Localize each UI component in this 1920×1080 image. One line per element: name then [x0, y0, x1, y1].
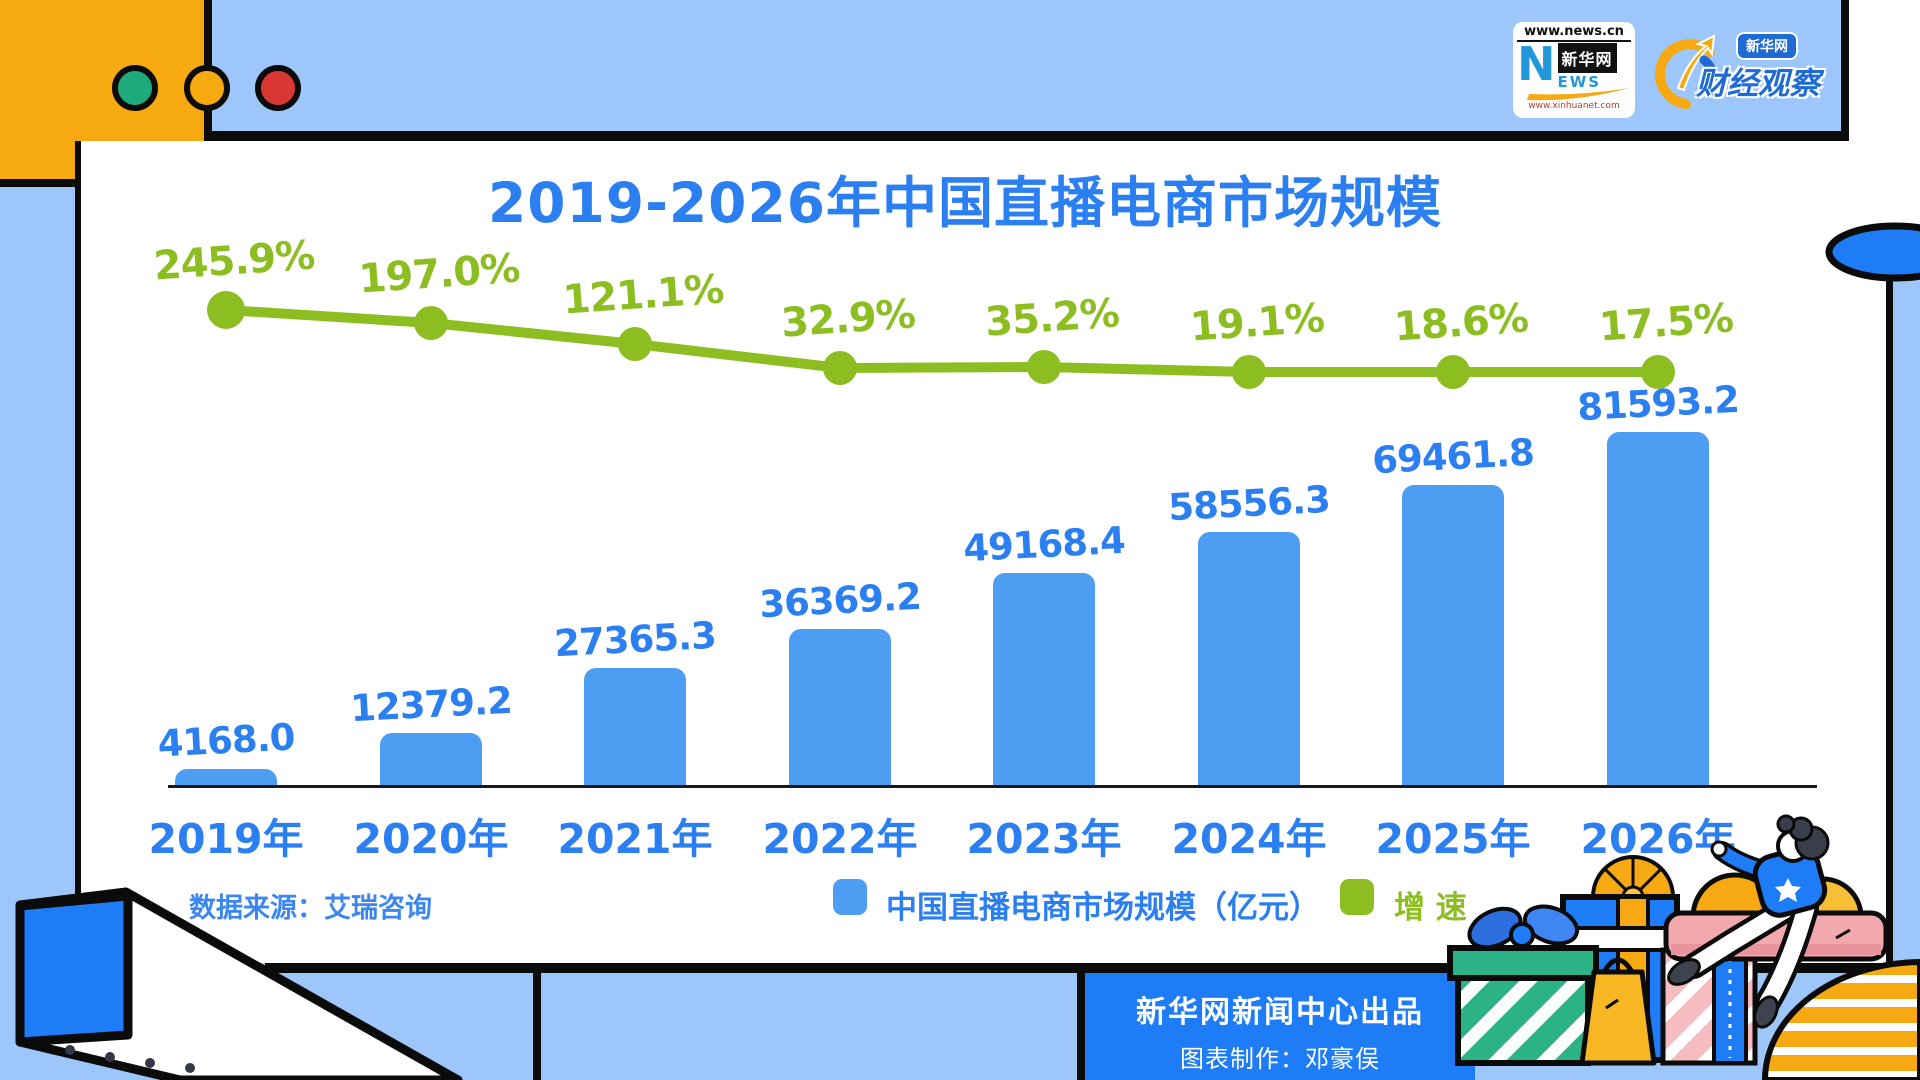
xinhua-bottom-url: www.xinhuanet.com: [1528, 101, 1620, 111]
bar-value-label: 69461.8: [1371, 430, 1535, 483]
x-axis-label: 2021年: [557, 815, 713, 863]
legend-label-line: 增 速: [1394, 890, 1467, 926]
growth-value-label: 197.0%: [357, 245, 521, 303]
x-axis-line: [168, 785, 1817, 788]
growth-value-label: 121.1%: [561, 266, 725, 324]
caijing-badge: 新华网: [1736, 32, 1798, 60]
legend-label-bar: 中国直播电商市场规模（亿元）: [886, 890, 1320, 926]
x-axis-label: 2025年: [1375, 815, 1531, 863]
footer-producer: 新华网新闻中心出品: [1136, 995, 1424, 1030]
chart-card: [81, 141, 1886, 963]
xinhua-top-url: www.news.cn: [1517, 24, 1631, 42]
bar-value-label: 4168.0: [156, 715, 296, 766]
bar-value-label: 27365.3: [553, 613, 717, 666]
bar-2025年: [1402, 485, 1504, 787]
swoosh-icon: [1527, 88, 1629, 101]
window-circle-yellow[interactable]: [184, 65, 230, 111]
bar-2021年: [584, 668, 686, 787]
footer-credit-box: 新华网新闻中心出品 图表制作：邓豪俣: [1077, 963, 1475, 1080]
bar-value-label: 36369.2: [758, 574, 922, 627]
bottom-border-line: [265, 963, 1886, 973]
x-axis-label: 2026年: [1580, 815, 1736, 863]
xinhua-name: 新华网: [1557, 43, 1617, 73]
x-axis-label: 2023年: [966, 815, 1122, 863]
window-circle-green[interactable]: [112, 65, 158, 111]
growth-value-label: 32.9%: [779, 291, 917, 347]
bar-2024年: [1198, 532, 1300, 787]
bar-value-label: 58556.3: [1167, 477, 1331, 530]
x-axis-label: 2019年: [148, 815, 304, 863]
bar-2019年: [175, 769, 277, 787]
swirl-arrow-icon: [1654, 34, 1718, 109]
page-title: 2019-2026年中国直播电商市场规模: [488, 171, 1442, 235]
growth-value-label: 19.1%: [1188, 295, 1326, 351]
caijing-name: 财经观察: [1696, 66, 1820, 102]
x-axis-label: 2024年: [1171, 815, 1327, 863]
xinhua-news-logo[interactable]: www.news.cn N 新华网 EWS www.xinhuanet.com: [1513, 22, 1635, 118]
growth-value-label: 18.6%: [1392, 295, 1530, 351]
growth-value-label: 17.5%: [1597, 295, 1735, 351]
data-source-label: 数据来源：艾瑞咨询: [189, 893, 432, 924]
card-left-border: [75, 141, 81, 907]
growth-value-label: 245.9%: [152, 232, 316, 290]
xinhua-n-letter: N: [1517, 37, 1556, 91]
bar-2020年: [380, 733, 482, 787]
x-axis-label: 2020年: [353, 815, 509, 863]
window-circle-red[interactable]: [255, 65, 301, 111]
bottom-divider-line: [533, 973, 541, 1080]
growth-value-label: 35.2%: [983, 290, 1121, 346]
bar-value-label: 81593.2: [1576, 377, 1740, 430]
caijing-guancha-logo[interactable]: 新华网 财经观察: [1648, 30, 1828, 114]
bar-2022年: [789, 629, 891, 787]
bar-2023年: [993, 573, 1095, 787]
right-pillar: [1886, 252, 1920, 1080]
legend-swatch-bar: [833, 879, 867, 915]
bar-value-label: 49168.4: [962, 518, 1126, 571]
footer-author: 图表制作：邓豪俣: [1180, 1045, 1380, 1073]
xinhua-ews-letters: EWS: [1557, 73, 1602, 91]
x-axis-label: 2022年: [762, 815, 918, 863]
bar-2026年: [1607, 432, 1709, 787]
bar-value-label: 12379.2: [349, 678, 513, 731]
legend-swatch-line: [1340, 879, 1374, 915]
